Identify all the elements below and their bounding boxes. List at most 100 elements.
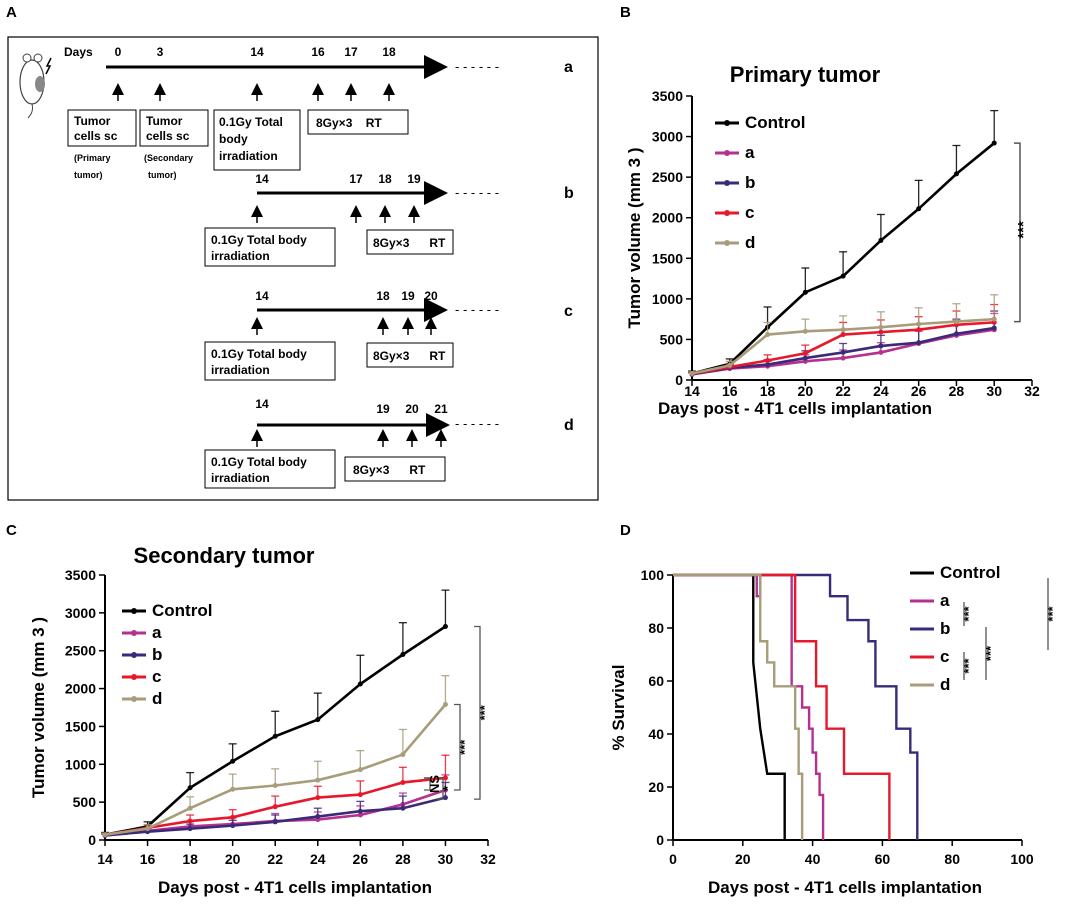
y-tick-label: 20 xyxy=(648,779,664,795)
legend-label: a xyxy=(152,623,162,642)
legend-marker xyxy=(724,240,730,246)
group-label-a: a xyxy=(564,59,573,76)
data-point xyxy=(727,362,733,368)
data-point xyxy=(802,289,808,295)
data-point xyxy=(187,826,193,832)
data-point xyxy=(840,355,846,361)
y-axis-label: Tumor volume (mm 3 ) xyxy=(625,147,644,328)
day-a-1: 3 xyxy=(157,45,164,59)
data-point xyxy=(953,331,959,337)
data-point xyxy=(145,826,151,832)
tbi-d-line2: irradiation xyxy=(211,471,270,485)
legend-label: c xyxy=(152,667,161,686)
significance-bracket xyxy=(424,777,431,791)
significance-label: *** xyxy=(961,657,976,673)
significance-label: *** xyxy=(457,739,472,755)
y-tick-label: 500 xyxy=(73,794,97,810)
day-d-0: 14 xyxy=(255,397,269,411)
x-tick-label: 40 xyxy=(805,851,821,867)
day-a-2: 14 xyxy=(250,45,264,59)
legend-label: a xyxy=(940,591,950,610)
x-tick-label: 32 xyxy=(480,851,496,867)
x-tick-label: 30 xyxy=(986,383,1002,399)
legend-label: b xyxy=(152,645,162,664)
x-tick-label: 28 xyxy=(395,851,411,867)
x-tick-label: 14 xyxy=(97,851,113,867)
day-a-3: 16 xyxy=(311,45,325,59)
data-point xyxy=(102,832,108,838)
day-c-3: 20 xyxy=(424,289,438,303)
primary-note-2: tumor) xyxy=(74,170,103,180)
legend-marker xyxy=(131,652,137,658)
legend-label: d xyxy=(940,675,950,694)
x-tick-label: 18 xyxy=(182,851,198,867)
y-tick-label: 1500 xyxy=(652,250,683,266)
data-point xyxy=(230,823,236,829)
data-point xyxy=(272,804,278,810)
legend-label: c xyxy=(745,203,754,222)
data-point xyxy=(187,818,193,824)
day-b-1: 17 xyxy=(349,172,363,186)
y-tick-label: 1000 xyxy=(652,291,683,307)
data-point xyxy=(916,206,922,212)
group-label-d: d xyxy=(564,417,574,434)
x-axis-label: Days post - 4T1 cells implantation xyxy=(708,878,982,897)
tbi-c-line1: 0.1Gy Total body xyxy=(211,347,307,361)
data-point xyxy=(802,328,808,334)
legend-label: d xyxy=(152,689,162,708)
secondary-tumor-chart: 14 16 18 20 22 24 26 28 30 32 0 500 1000 1500 2000 2500… xyxy=(29,543,496,897)
x-tick-label: 14 xyxy=(684,383,700,399)
y-tick-label: 100 xyxy=(641,567,665,583)
data-point xyxy=(272,733,278,739)
data-point xyxy=(916,327,922,333)
day-a-0: 0 xyxy=(115,45,122,59)
primary-box-line1: Tumor xyxy=(74,114,111,128)
day-b-3: 19 xyxy=(407,172,421,186)
data-point xyxy=(953,171,959,177)
x-tick-label: 22 xyxy=(267,851,283,867)
y-tick-label: 3500 xyxy=(652,88,683,104)
x-tick-label: 32 xyxy=(1024,383,1040,399)
x-tick-label: 16 xyxy=(140,851,156,867)
significance-bracket xyxy=(437,777,444,800)
mouse-icon xyxy=(19,53,52,119)
x-tick-label: 60 xyxy=(875,851,891,867)
legend-label: a xyxy=(745,143,755,162)
x-axis-label: Days post - 4T1 cells implantation xyxy=(658,399,932,418)
survival-chart: 0 20 40 60 80 100 0 20 40 60 80 100 Days post - 4T1 … xyxy=(609,563,1060,897)
significance-label: * xyxy=(440,785,455,791)
y-tick-label: 60 xyxy=(648,673,664,689)
chart-title: Secondary tumor xyxy=(134,543,315,568)
data-point xyxy=(991,140,997,146)
x-tick-label: 28 xyxy=(949,383,965,399)
legend-label: Control xyxy=(745,113,805,132)
panel-letter-d: D xyxy=(620,522,631,539)
data-point xyxy=(689,371,695,377)
data-point xyxy=(840,327,846,333)
y-tick-label: 40 xyxy=(648,726,664,742)
data-point xyxy=(272,782,278,788)
chart-title: Primary tumor xyxy=(730,62,881,87)
secondary-note-1: (Secondary xyxy=(144,153,193,163)
data-point xyxy=(991,325,997,331)
legend-label: c xyxy=(940,647,949,666)
x-tick-label: 100 xyxy=(1010,851,1034,867)
x-tick-label: 24 xyxy=(310,851,326,867)
dashes-a: - - - - - - xyxy=(455,59,499,74)
legend-marker xyxy=(131,674,137,680)
data-point xyxy=(802,355,808,361)
data-point xyxy=(187,785,193,791)
dashes-d: - - - - - - xyxy=(455,416,499,431)
data-point xyxy=(442,623,448,629)
survival-curve xyxy=(673,573,804,840)
day-b-0: 14 xyxy=(255,172,269,186)
data-point xyxy=(878,343,884,349)
primary-box-line2: cells sc xyxy=(74,129,118,143)
data-point xyxy=(840,273,846,279)
x-tick-label: 26 xyxy=(911,383,927,399)
data-point xyxy=(357,792,363,798)
data-point xyxy=(357,767,363,773)
significance-label: NS xyxy=(427,775,442,793)
day-c-2: 19 xyxy=(401,289,415,303)
day-d-1: 19 xyxy=(376,402,390,416)
